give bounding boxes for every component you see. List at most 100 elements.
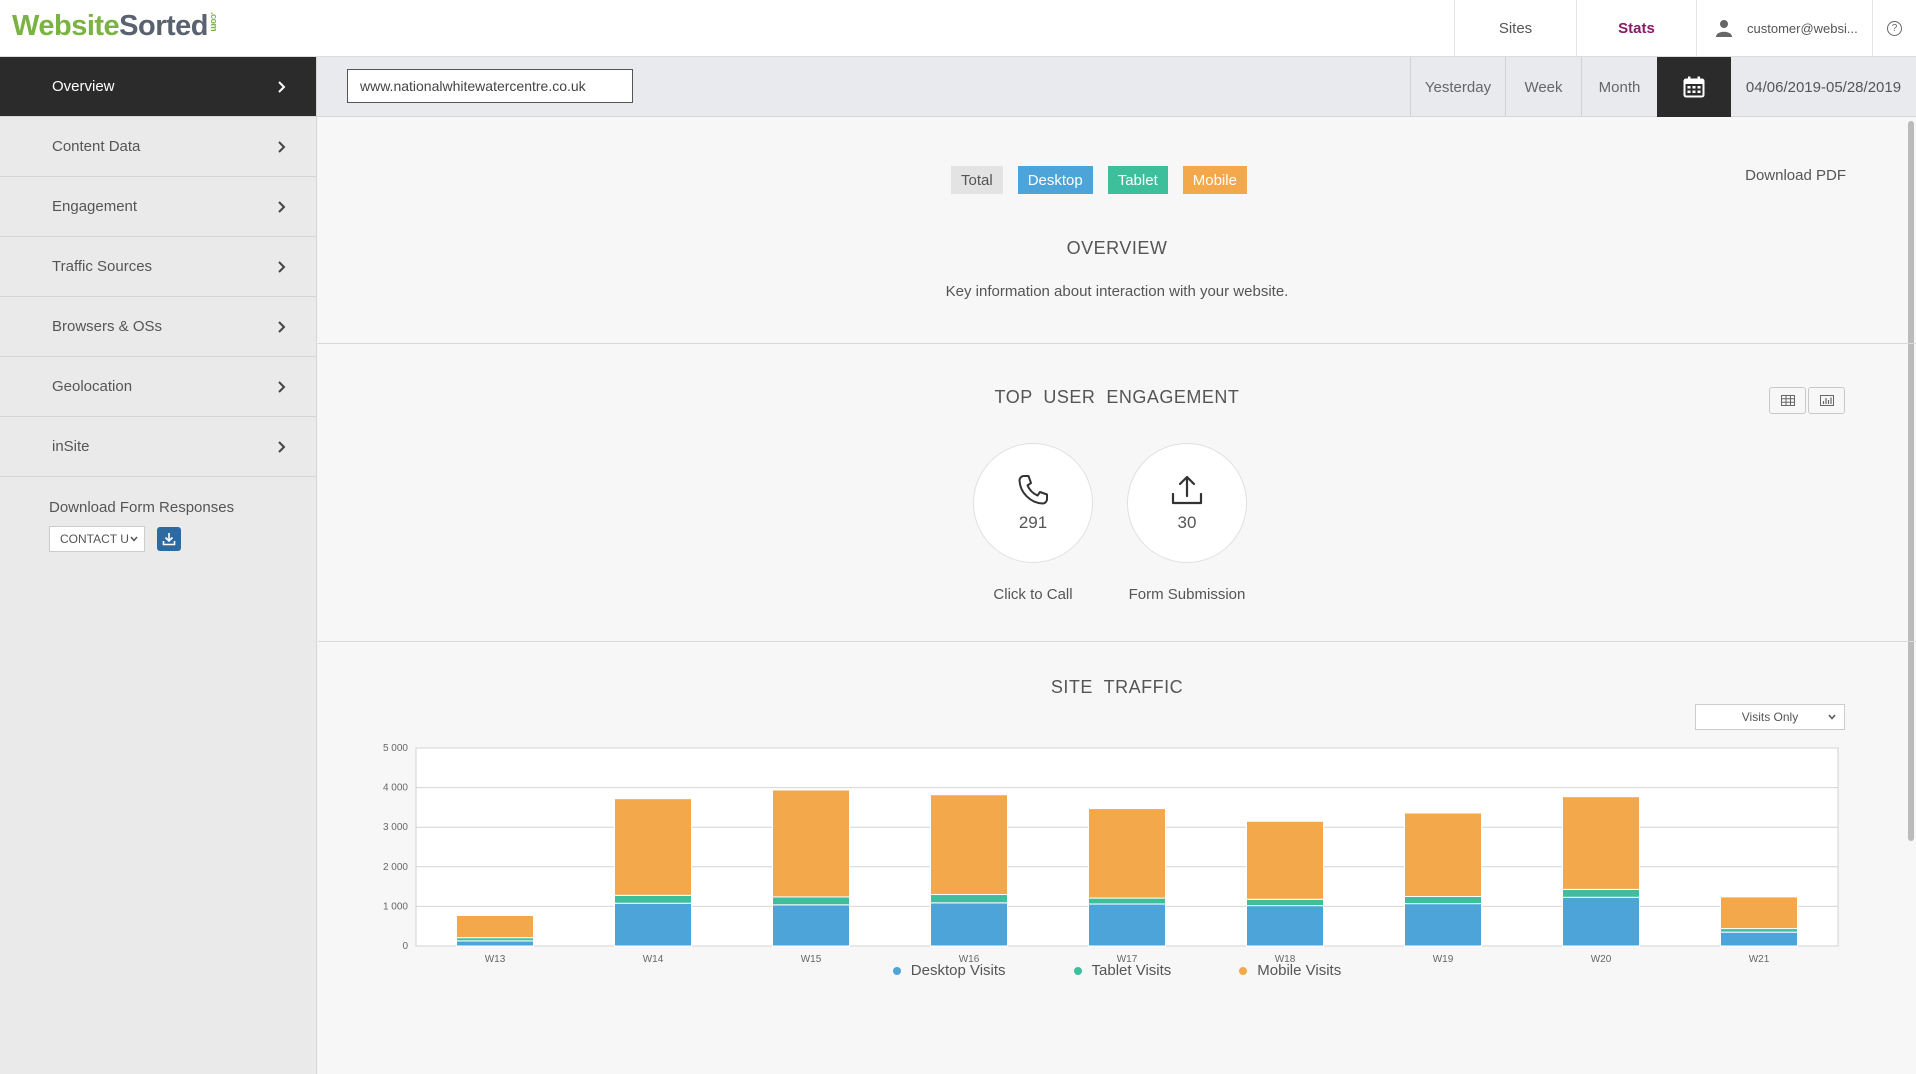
y-tick-label: 0: [402, 941, 408, 952]
help-button[interactable]: ?: [1872, 0, 1916, 56]
toggle-tablet[interactable]: Tablet: [1107, 166, 1168, 194]
top-nav: Sites Stats customer@websi... ?: [1454, 0, 1916, 56]
chevron-right-icon: [278, 321, 286, 333]
x-tick-label: W21: [1749, 954, 1770, 963]
bar-segment: [1404, 903, 1482, 947]
chart-view-button[interactable]: [1808, 387, 1845, 414]
sidebar-item-label: inSite: [52, 438, 90, 455]
bar-segment: [1562, 896, 1640, 947]
range-month-button[interactable]: Month: [1581, 57, 1657, 117]
legend-label: Desktop Visits: [910, 962, 1006, 979]
legend-dot: [1239, 966, 1248, 975]
y-tick-label: 3 000: [383, 822, 408, 833]
sidebar-item-geolocation[interactable]: Geolocation: [0, 357, 316, 417]
bar-segment: [772, 904, 850, 947]
user-icon: [1716, 20, 1732, 37]
download-pdf-link[interactable]: Download PDF: [1745, 167, 1846, 184]
date-range-controls: Yesterday Week Month 04/06/2019-05/28/20…: [1410, 57, 1916, 117]
metric-circle: 30: [1127, 443, 1247, 563]
nav-stats[interactable]: Stats: [1576, 0, 1696, 56]
sidebar-item-label: Content Data: [52, 138, 141, 155]
chevron-right-icon: [278, 81, 286, 93]
overview-subtitle: Key information about interaction with y…: [945, 283, 1289, 300]
scrollbar[interactable]: [1908, 121, 1914, 841]
site-url-field[interactable]: www.nationalwhitewatercentre.co.uk: [347, 69, 633, 103]
chevron-right-icon: [278, 141, 286, 153]
sub-toolbar: www.nationalwhitewatercentre.co.uk Yeste…: [317, 57, 1916, 117]
x-tick-label: W14: [643, 954, 664, 963]
logo-com-text: .com: [209, 11, 220, 31]
sidebar-item-traffic-sources[interactable]: Traffic Sources: [0, 237, 316, 297]
legend-item-desktop[interactable]: Desktop Visits: [892, 962, 1006, 979]
range-yesterday-button[interactable]: Yesterday: [1410, 57, 1505, 117]
chevron-right-icon: [278, 201, 286, 213]
form-select[interactable]: CONTACT U: [49, 526, 145, 552]
bar-segment: [1404, 896, 1482, 905]
range-week-button[interactable]: Week: [1505, 57, 1581, 117]
sidebar-item-browsers-oss[interactable]: Browsers & OSs: [0, 297, 316, 357]
main-content: Total Desktop Tablet Mobile Download PDF…: [318, 117, 1916, 1074]
bar-segment: [1246, 905, 1324, 947]
date-range-label: 04/06/2019-05/28/2019: [1745, 78, 1902, 96]
view-toggle-buttons: [1767, 387, 1845, 414]
user-menu[interactable]: customer@websi...: [1696, 0, 1872, 56]
overview-title: OVERVIEW: [1066, 238, 1168, 258]
sidebar-item-label: Browsers & OSs: [52, 318, 163, 335]
sidebar-item-insite[interactable]: inSite: [0, 417, 316, 477]
chevron-down-icon: [130, 536, 138, 542]
device-toggles: Total Desktop Tablet Mobile: [951, 166, 1247, 194]
toggle-mobile[interactable]: Mobile: [1182, 166, 1247, 194]
sidebar-item-overview[interactable]: Overview: [0, 57, 316, 117]
bar-segment: [930, 894, 1008, 904]
metric-form-submission: 30 Form Submission: [1127, 443, 1247, 603]
logo-sorted-text: Sorted: [119, 10, 209, 42]
metric-value: 291: [1018, 513, 1048, 532]
y-tick-label: 5 000: [383, 743, 408, 754]
x-tick-label: W16: [959, 954, 980, 963]
bar-segment: [1088, 897, 1166, 905]
toggle-desktop[interactable]: Desktop: [1017, 166, 1093, 194]
x-tick-label: W19: [1433, 954, 1454, 963]
bar-segment: [1720, 896, 1798, 930]
bar-segment: [772, 896, 850, 906]
phone-icon: [1018, 475, 1048, 505]
logo-website-text: Website: [12, 10, 120, 42]
bar-segment: [1562, 888, 1640, 898]
y-tick-label: 1 000: [383, 901, 408, 912]
x-tick-label: W15: [801, 954, 822, 963]
calendar-button[interactable]: [1657, 57, 1731, 117]
calendar-icon: [1683, 76, 1705, 98]
chart-legend: Desktop Visits Tablet Visits Mobile Visi…: [318, 962, 1916, 979]
chevron-right-icon: [278, 441, 286, 453]
legend-item-tablet[interactable]: Tablet Visits: [1073, 962, 1171, 979]
bar-segment: [1404, 812, 1482, 897]
visits-select[interactable]: Visits Only: [1695, 704, 1845, 730]
bar-segment: [614, 798, 692, 896]
chevron-right-icon: [278, 381, 286, 393]
download-form-button[interactable]: [157, 527, 181, 551]
bar-segment: [1088, 903, 1166, 947]
legend-label: Mobile Visits: [1257, 962, 1342, 979]
metric-label: Click to Call: [993, 586, 1073, 603]
user-email: customer@websi...: [1747, 20, 1858, 36]
bar-segment: [1720, 928, 1798, 933]
y-tick-label: 2 000: [383, 862, 408, 873]
sidebar-item-label: Geolocation: [52, 378, 133, 395]
logo[interactable]: WebsiteSorted.com: [12, 10, 219, 43]
metric-circle: 291: [973, 443, 1093, 563]
sidebar-item-content-data[interactable]: Content Data: [0, 117, 316, 177]
bar-segment: [1562, 796, 1640, 890]
form-select-value: CONTACT U: [60, 532, 129, 546]
table-view-button[interactable]: [1769, 387, 1806, 414]
sidebar-item-engagement[interactable]: Engagement: [0, 177, 316, 237]
bar-segment: [1720, 931, 1798, 947]
download-form-title: Download Form Responses: [49, 499, 235, 516]
help-icon: ?: [1887, 20, 1902, 36]
legend-item-mobile[interactable]: Mobile Visits: [1239, 962, 1341, 979]
toggle-total[interactable]: Total: [951, 166, 1003, 194]
engagement-section: TOP USER ENGAGEMENT 291 Click to Call: [318, 345, 1916, 642]
traffic-title: SITE TRAFFIC: [1050, 677, 1184, 697]
bar-segment: [930, 902, 1008, 947]
download-icon: [162, 533, 176, 546]
nav-sites[interactable]: Sites: [1454, 0, 1576, 56]
